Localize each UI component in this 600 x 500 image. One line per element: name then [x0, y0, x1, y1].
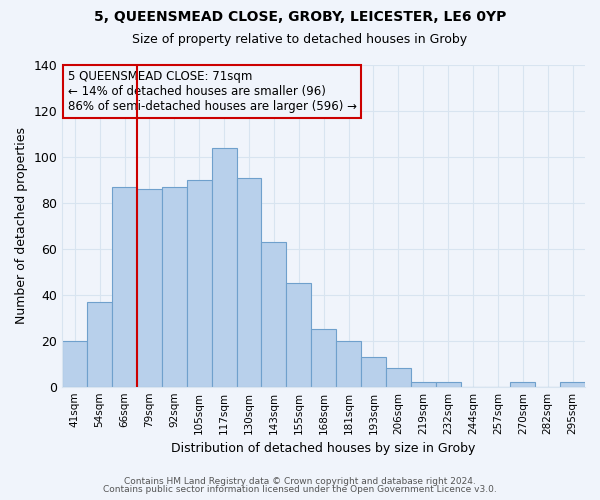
Bar [336, 340, 361, 386]
Bar [87, 302, 112, 386]
Text: 5, QUEENSMEAD CLOSE, GROBY, LEICESTER, LE6 0YP: 5, QUEENSMEAD CLOSE, GROBY, LEICESTER, L… [94, 10, 506, 24]
Bar [262, 242, 286, 386]
Bar [436, 382, 461, 386]
Text: 5 QUEENSMEAD CLOSE: 71sqm
← 14% of detached houses are smaller (96)
86% of semi-: 5 QUEENSMEAD CLOSE: 71sqm ← 14% of detac… [68, 70, 356, 113]
Bar [560, 382, 585, 386]
Bar [511, 382, 535, 386]
Bar [212, 148, 236, 386]
Y-axis label: Number of detached properties: Number of detached properties [15, 128, 28, 324]
Bar [386, 368, 411, 386]
Bar [162, 187, 187, 386]
Text: Size of property relative to detached houses in Groby: Size of property relative to detached ho… [133, 32, 467, 46]
Bar [411, 382, 436, 386]
Bar [236, 178, 262, 386]
Bar [361, 357, 386, 386]
Bar [311, 329, 336, 386]
Bar [112, 187, 137, 386]
Text: Contains HM Land Registry data © Crown copyright and database right 2024.: Contains HM Land Registry data © Crown c… [124, 477, 476, 486]
X-axis label: Distribution of detached houses by size in Groby: Distribution of detached houses by size … [172, 442, 476, 455]
Bar [187, 180, 212, 386]
Bar [62, 340, 87, 386]
Bar [286, 284, 311, 387]
Bar [137, 189, 162, 386]
Text: Contains public sector information licensed under the Open Government Licence v3: Contains public sector information licen… [103, 485, 497, 494]
